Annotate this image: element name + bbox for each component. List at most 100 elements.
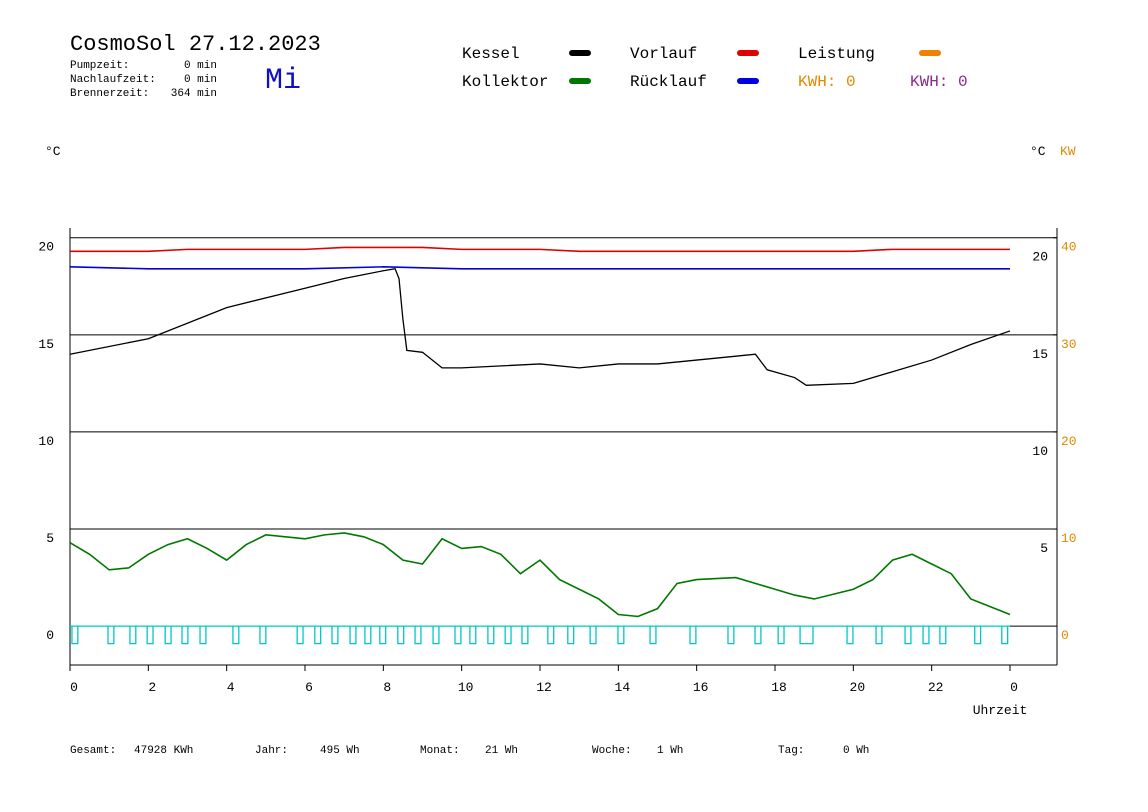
pump-pulse — [454, 626, 462, 645]
y2-unit: KW — [1060, 144, 1076, 159]
y-right-tick-label: 15 — [1032, 347, 1048, 362]
footer-label: Monat: — [420, 745, 460, 757]
footer-value: 47928 KWh — [134, 745, 193, 757]
series-line — [69, 532, 1011, 618]
y2-tick-label: 20 — [1061, 434, 1077, 449]
pump-pulse — [875, 626, 883, 645]
pump-pulse — [259, 626, 267, 645]
stat-label: Pumpzeit: — [70, 60, 129, 72]
pump-pulse — [364, 626, 372, 645]
pump-pulse — [414, 626, 422, 645]
y-tick-label: 15 — [38, 337, 54, 352]
legend-label: Kessel — [462, 45, 520, 63]
series-line — [69, 268, 1011, 386]
pump-pulse — [107, 626, 115, 645]
pump-pulse — [296, 626, 304, 645]
x-tick-label: 0 — [1010, 680, 1018, 695]
y2-tick-label: 10 — [1061, 531, 1077, 546]
legend-label: Vorlauf — [630, 45, 697, 63]
weekday: Mi — [265, 64, 301, 98]
pump-pulse — [314, 626, 322, 645]
pump-pulse — [432, 626, 440, 645]
x-tick-label: 2 — [148, 680, 156, 695]
stat-value: 0 min — [184, 74, 217, 86]
y-tick-label: 5 — [46, 531, 54, 546]
y-tick-label: 10 — [38, 434, 54, 449]
stat-label: Brennerzeit: — [70, 88, 149, 100]
x-tick-label: 6 — [305, 680, 313, 695]
pump-pulse — [146, 626, 154, 645]
y2-tick-label: 30 — [1061, 337, 1077, 352]
pump-pulse — [589, 626, 597, 645]
pump-pulse — [846, 626, 854, 645]
y2-tick-label: 40 — [1061, 240, 1077, 255]
series-line — [69, 266, 1010, 270]
series-line — [70, 246, 1010, 253]
pump-pulse — [727, 626, 735, 645]
x-tick-label: 16 — [693, 680, 709, 695]
pump-pulse — [617, 626, 625, 645]
legend-label: Rücklauf — [630, 73, 707, 91]
legend-label: Kollektor — [462, 73, 548, 91]
pump-pulse — [521, 626, 529, 645]
footer-value: 495 Wh — [320, 745, 360, 757]
pump-pulse — [1001, 626, 1009, 645]
y2-label: °C — [1030, 144, 1046, 159]
pump-pulse — [939, 626, 947, 645]
pump-pulse — [504, 626, 512, 645]
stat-label: Nachlaufzeit: — [70, 74, 156, 86]
pump-pulse — [71, 626, 79, 645]
y-label: °C — [45, 144, 61, 159]
x-tick-label: 20 — [850, 680, 866, 695]
x-tick-label: 4 — [227, 680, 235, 695]
pump-pulse — [232, 626, 240, 645]
footer-value: 1 Wh — [657, 745, 683, 757]
pump-pulse — [164, 626, 172, 645]
x-tick-label: 8 — [383, 680, 391, 695]
footer-label: Jahr: — [255, 745, 288, 757]
pump-pulse — [649, 626, 657, 645]
x-tick-label: 22 — [928, 680, 944, 695]
pump-pulse — [974, 626, 982, 645]
stat-value: 0 min — [184, 60, 217, 72]
y-right-tick-label: 20 — [1032, 250, 1048, 265]
pump-pulse — [487, 626, 495, 645]
x-tick-label: 12 — [536, 680, 552, 695]
pump-pulse — [922, 626, 930, 645]
footer-label: Woche: — [592, 745, 632, 757]
pump-pulse — [689, 626, 697, 645]
y2-tick-label: 0 — [1061, 628, 1069, 643]
stat-value: 364 min — [171, 88, 217, 100]
x-tick-label: 18 — [771, 680, 787, 695]
footer-value: 21 Wh — [485, 745, 518, 757]
pump-pulse — [199, 626, 207, 645]
pump-pulse — [904, 626, 912, 645]
pump-pulse — [567, 626, 575, 645]
pump-pulse — [129, 626, 137, 645]
pump-pulse — [799, 626, 814, 645]
x-tick-label: 0 — [70, 680, 78, 695]
title: CosmoSol 27.12.2023 — [70, 32, 321, 57]
pump-pulse — [379, 626, 387, 645]
x-label: Uhrzeit — [973, 703, 1028, 718]
pump-pulse — [469, 626, 477, 645]
pump-pulse — [777, 626, 785, 645]
kwh-label: KWH: 0 — [798, 73, 856, 91]
pump-pulse — [547, 626, 555, 645]
pump-pulse — [349, 626, 357, 645]
footer-value: 0 Wh — [843, 745, 869, 757]
pump-pulse — [754, 626, 762, 645]
pump-pulse — [181, 626, 189, 645]
legend-label: Leistung — [798, 45, 875, 63]
kwh-label: KWH: 0 — [910, 73, 968, 91]
y-tick-label: 0 — [46, 628, 54, 643]
footer-label: Gesamt: — [70, 745, 116, 757]
x-tick-label: 14 — [615, 680, 631, 695]
pump-pulse — [397, 626, 405, 645]
y-right-tick-label: 5 — [1040, 541, 1048, 556]
pump-pulse — [331, 626, 339, 645]
y-tick-label: 20 — [38, 240, 54, 255]
y-right-tick-label: 10 — [1032, 444, 1048, 459]
footer-label: Tag: — [778, 745, 804, 757]
